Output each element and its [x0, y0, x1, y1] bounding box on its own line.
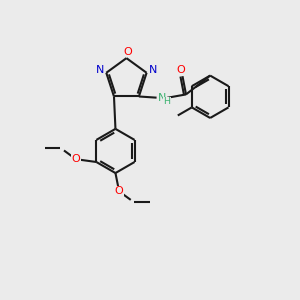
Text: H: H	[164, 97, 170, 106]
Text: O: O	[177, 65, 185, 75]
Text: O: O	[71, 154, 80, 164]
Text: N: N	[96, 65, 104, 75]
Text: O: O	[124, 47, 132, 57]
Text: N: N	[149, 65, 157, 75]
Text: O: O	[115, 186, 123, 196]
Text: N: N	[158, 93, 166, 103]
